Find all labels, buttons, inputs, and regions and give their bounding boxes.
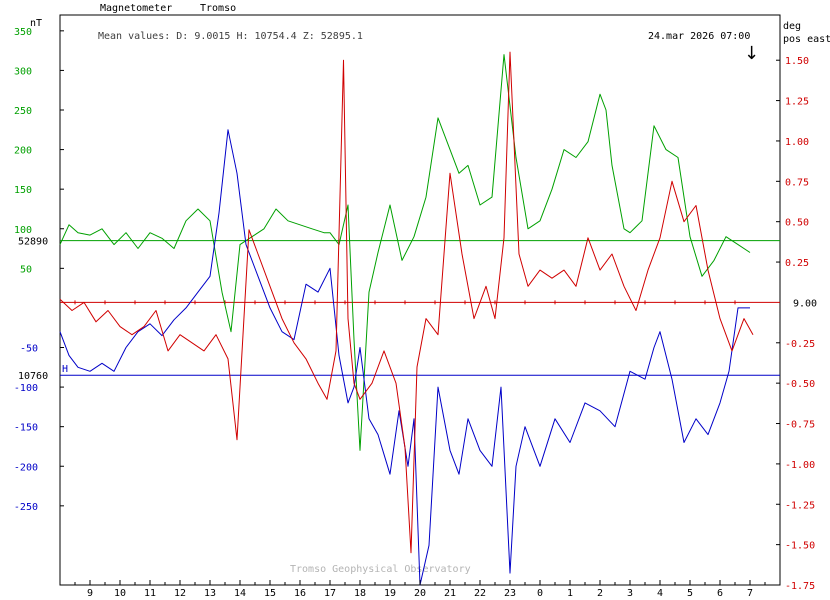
x-tick-label: 21 <box>444 588 456 599</box>
left-tick-label-blue: -100 <box>14 383 38 394</box>
left-tick-label-green: 300 <box>14 66 32 77</box>
right-tick-label: 1.00 <box>785 137 809 148</box>
instrument-title: Magnetometer <box>100 3 172 14</box>
footer-credit: Tromso Geophysical Observatory <box>290 564 471 575</box>
right-tick-label: -1.50 <box>785 541 815 552</box>
right-tick-label: 1.50 <box>785 56 809 67</box>
right-tick-label: -0.75 <box>785 420 815 431</box>
x-tick-label: 18 <box>354 588 366 599</box>
baseline-label-z: 52890 <box>18 237 48 248</box>
left-tick-label-blue: -250 <box>14 502 38 513</box>
mean-values-text: Mean values: D: 9.0015 H: 10754.4 Z: 528… <box>98 31 363 42</box>
x-tick-label: 2 <box>597 588 603 599</box>
x-tick-label: 20 <box>414 588 426 599</box>
left-tick-label-blue: -200 <box>14 462 38 473</box>
right-unit-sublabel: pos east <box>783 34 830 45</box>
right-tick-label: -1.25 <box>785 500 815 511</box>
x-tick-label: 0 <box>537 588 543 599</box>
axes-group: 9 10 11 12 13 14 15 16 17 18 19 20 21 22 23 0 1 2 3 4 5 6 7350… <box>14 27 815 599</box>
time-marker-arrow-icon: ↓ <box>744 43 759 64</box>
right-tick-label: 0.75 <box>785 177 809 188</box>
timestamp-label: 24.mar 2026 07:00 <box>648 31 750 42</box>
left-unit-label: nT <box>30 18 42 29</box>
right-tick-label: 0.25 <box>785 258 809 269</box>
right-tick-label: -0.25 <box>785 339 815 350</box>
x-tick-label: 16 <box>294 588 306 599</box>
right-tick-label: -0.50 <box>785 379 815 390</box>
x-tick-label: 1 <box>567 588 573 599</box>
series-group <box>59 51 754 586</box>
series-line-h <box>59 129 750 586</box>
right-tick-label: 1.25 <box>785 97 809 108</box>
baseline-marker-h: H <box>62 364 68 375</box>
right-tick-label: -1.00 <box>785 460 815 471</box>
left-tick-label-blue: -50 <box>20 344 38 355</box>
left-tick-label-green: 200 <box>14 146 32 157</box>
left-tick-label-green: 50 <box>20 264 32 275</box>
baseline-label-d: 9.00 <box>793 298 817 309</box>
x-tick-label: 9 <box>87 588 93 599</box>
x-tick-label: 13 <box>204 588 216 599</box>
series-line-d <box>59 51 754 554</box>
left-tick-label-blue: -150 <box>14 423 38 434</box>
x-tick-label: 10 <box>114 588 126 599</box>
right-tick-label: -1.75 <box>785 581 815 592</box>
baseline-label-h: 10760 <box>18 371 48 382</box>
x-tick-label: 12 <box>174 588 186 599</box>
baselines-group: 52890 10760 H 9.00 <box>18 237 817 383</box>
x-tick-label: 23 <box>504 588 516 599</box>
station-title: Tromso <box>200 3 236 14</box>
x-tick-label: 3 <box>627 588 633 599</box>
right-unit-label: deg <box>783 21 801 32</box>
left-tick-label-green: 150 <box>14 185 32 196</box>
x-tick-label: 22 <box>474 588 486 599</box>
x-tick-label: 15 <box>264 588 276 599</box>
x-tick-label: 17 <box>324 588 336 599</box>
left-tick-label-green: 250 <box>14 106 32 117</box>
x-tick-label: 7 <box>747 588 753 599</box>
left-tick-label-green: 100 <box>14 225 32 236</box>
x-tick-label: 6 <box>717 588 723 599</box>
x-tick-label: 11 <box>144 588 156 599</box>
series-line-z <box>59 54 751 451</box>
x-tick-label: 5 <box>687 588 693 599</box>
plot-frame <box>59 14 781 586</box>
left-tick-label-green: 350 <box>14 27 32 38</box>
x-tick-label: 4 <box>657 588 663 599</box>
x-tick-label: 19 <box>384 588 396 599</box>
right-tick-label: 0.50 <box>785 218 809 229</box>
x-tick-label: 14 <box>234 588 246 599</box>
